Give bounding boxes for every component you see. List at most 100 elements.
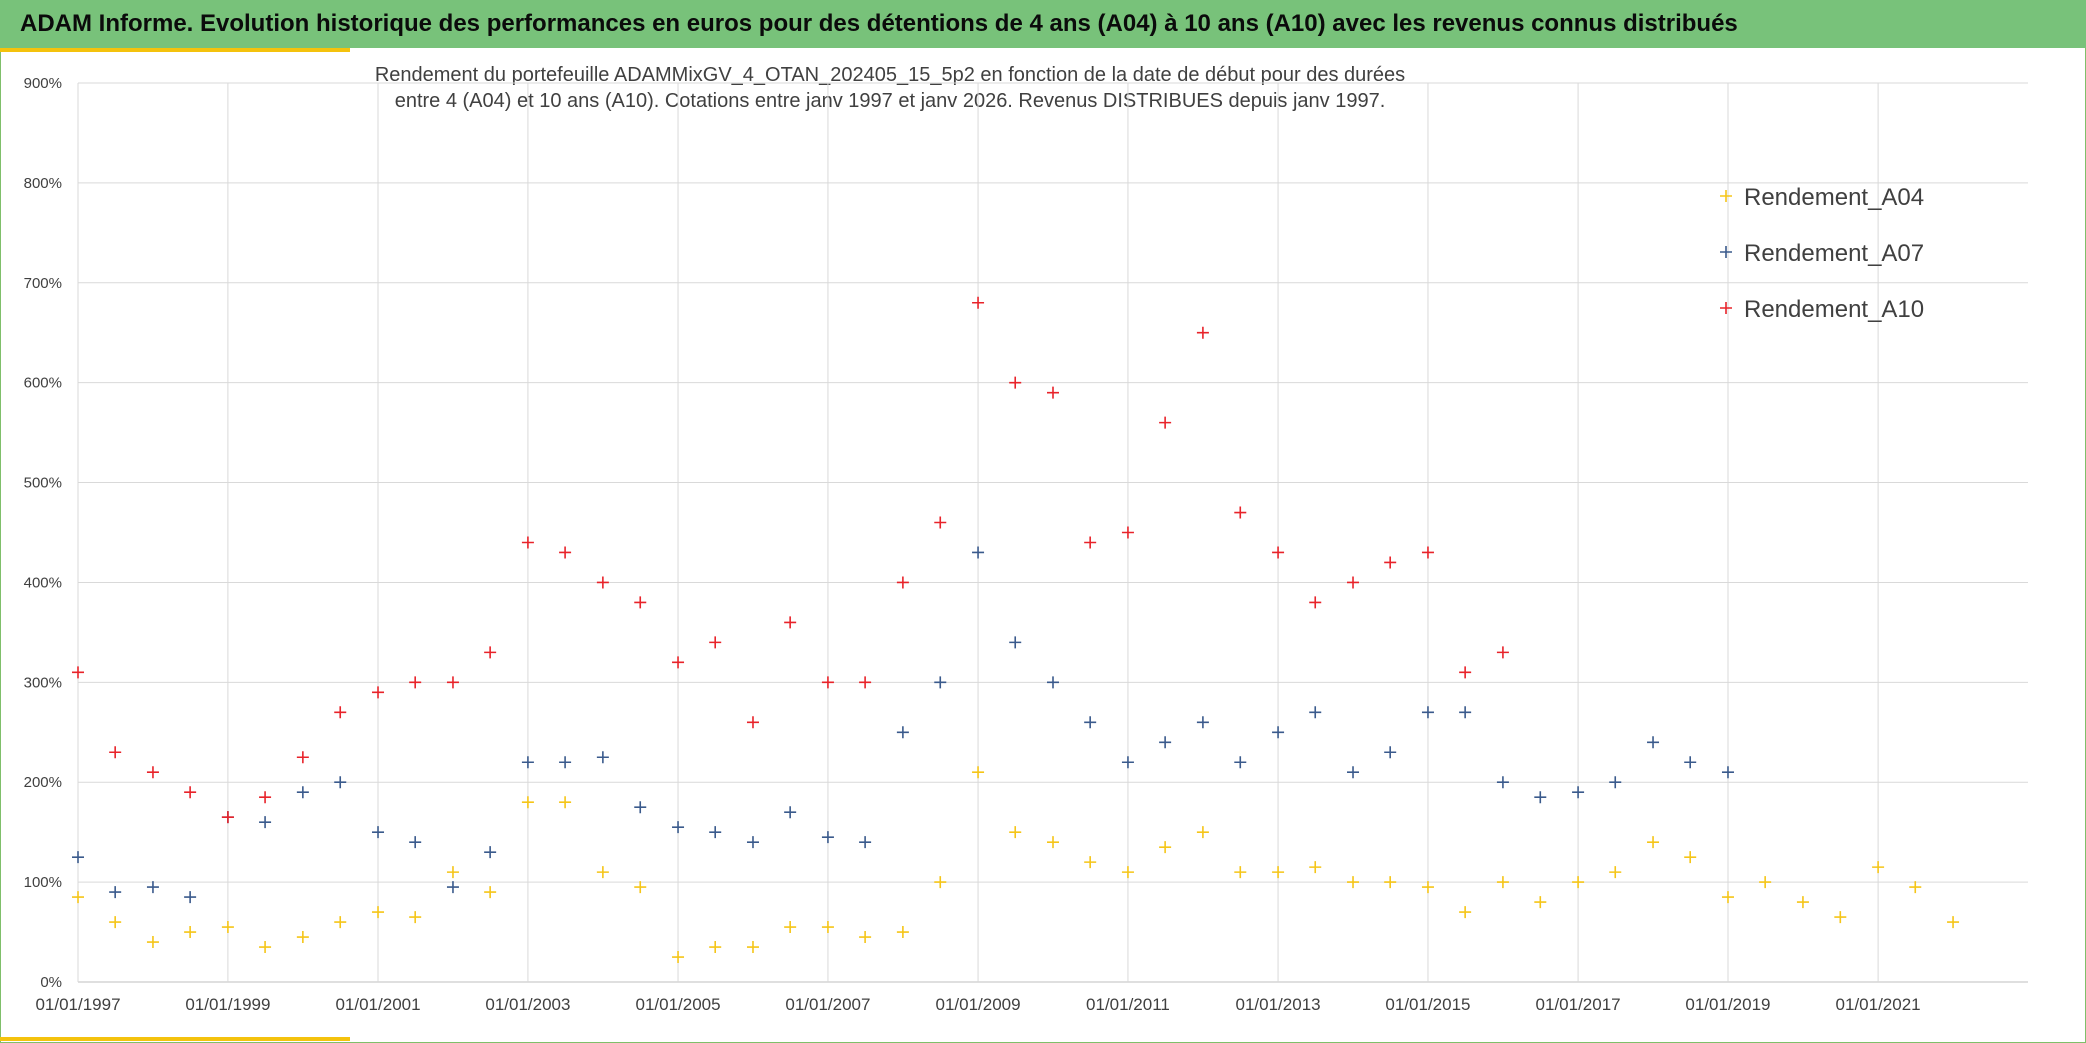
series-Rendement_A10 (72, 296, 1509, 824)
data-point (559, 546, 572, 559)
data-point (1347, 876, 1360, 889)
data-point (1609, 866, 1622, 879)
data-point (446, 881, 459, 894)
data-point (1721, 891, 1734, 904)
data-point (521, 756, 534, 769)
data-point (1309, 861, 1322, 874)
data-point (709, 826, 722, 839)
data-point (146, 936, 159, 949)
data-point (1759, 876, 1772, 889)
data-point (934, 516, 947, 529)
y-tick-label: 700% (24, 275, 62, 292)
data-point (972, 296, 985, 309)
data-point (372, 686, 385, 699)
data-point (1572, 786, 1585, 799)
data-point (484, 646, 497, 659)
legend-label: Rendement_A10 (1744, 296, 1924, 323)
data-point (1572, 876, 1585, 889)
data-point (1159, 736, 1172, 749)
data-point (1121, 866, 1134, 879)
data-point (72, 851, 84, 864)
data-point (521, 536, 534, 549)
data-point (672, 821, 685, 834)
data-point (559, 796, 572, 809)
banner: ADAM Informe. Evolution historique des p… (0, 0, 2086, 48)
data-point (446, 866, 459, 879)
data-point (746, 941, 759, 954)
data-point (521, 796, 534, 809)
data-point (1084, 716, 1097, 729)
data-point (709, 636, 722, 649)
data-point (446, 676, 459, 689)
legend-marker (1720, 190, 1732, 202)
data-point (334, 776, 347, 789)
data-point (1872, 861, 1885, 874)
data-point (596, 751, 609, 764)
data-point (1384, 746, 1397, 759)
data-point (1384, 876, 1397, 889)
data-point (484, 846, 497, 859)
data-point (1421, 546, 1434, 559)
data-point (1272, 546, 1285, 559)
x-tick-label: 01/01/2009 (936, 995, 1021, 1014)
x-tick-label: 01/01/2003 (485, 995, 570, 1014)
data-point (559, 756, 572, 769)
data-point (1721, 766, 1734, 779)
data-point (1796, 896, 1809, 909)
data-point (1084, 856, 1097, 869)
data-point (596, 576, 609, 589)
data-point (409, 676, 422, 689)
y-tick-label: 200% (24, 774, 62, 791)
data-point (634, 801, 647, 814)
data-point (334, 916, 347, 929)
data-point (1647, 836, 1660, 849)
data-point (372, 906, 385, 919)
data-point (1609, 776, 1622, 789)
chart-title: Rendement du portefeuille ADAMMixGV_4_OT… (360, 62, 1420, 114)
data-point (784, 616, 797, 629)
x-tick-label: 01/01/2001 (335, 995, 420, 1014)
data-point (334, 706, 347, 719)
data-point (1234, 866, 1247, 879)
legend-marker (1720, 302, 1732, 314)
data-point (1421, 706, 1434, 719)
data-point (1684, 756, 1697, 769)
banner-title: ADAM Informe. Evolution historique des p… (20, 10, 1738, 37)
data-point (1196, 716, 1209, 729)
legend-marker (1720, 246, 1732, 258)
data-point (634, 881, 647, 894)
data-point (859, 676, 872, 689)
data-point (409, 911, 422, 924)
data-point (184, 786, 197, 799)
data-point (1047, 836, 1059, 849)
data-point (746, 716, 759, 729)
legend-label: Rendement_A07 (1744, 240, 1924, 267)
data-point (972, 546, 985, 559)
data-point (1047, 676, 1059, 689)
x-tick-label: 01/01/2019 (1685, 995, 1770, 1014)
data-point (1196, 326, 1209, 339)
data-point (146, 881, 159, 894)
y-tick-label: 300% (24, 674, 62, 691)
data-point (1459, 666, 1472, 679)
x-tick-label: 01/01/2005 (635, 995, 720, 1014)
series-Rendement_A07 (72, 546, 1734, 904)
x-tick-label: 01/01/2013 (1236, 995, 1321, 1014)
chart-title-line2: entre 4 (A04) et 10 ans (A10). Cotations… (394, 90, 1386, 112)
data-point (372, 826, 385, 839)
data-point (672, 656, 685, 669)
y-tick-label: 0% (40, 974, 62, 991)
data-point (184, 926, 197, 939)
data-point (1309, 596, 1322, 609)
data-point (1159, 841, 1172, 854)
data-point (896, 726, 909, 739)
data-point (1496, 646, 1509, 659)
data-point (784, 921, 797, 934)
chart-title-line1: Rendement du portefeuille ADAMMixGV_4_OT… (374, 64, 1406, 86)
data-point (1909, 881, 1922, 894)
data-point (1121, 526, 1134, 539)
x-tick-label: 01/01/2007 (785, 995, 870, 1014)
data-point (259, 816, 272, 829)
y-tick-label: 900% (24, 75, 62, 92)
